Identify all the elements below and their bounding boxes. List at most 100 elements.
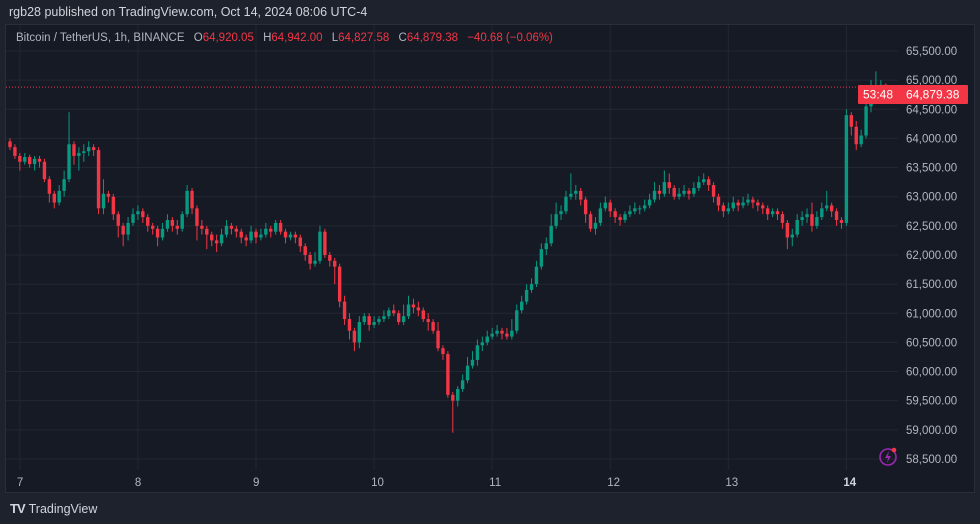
candle	[859, 129, 863, 148]
candle-body	[150, 225, 155, 229]
candle	[470, 351, 475, 369]
candle-body	[446, 354, 450, 395]
candle	[91, 144, 96, 156]
candle	[682, 185, 686, 197]
chart-panel[interactable]	[5, 24, 975, 493]
candle-body	[13, 147, 17, 156]
candle-body	[647, 199, 652, 206]
candle-body	[362, 316, 366, 323]
candle	[273, 220, 278, 235]
tradingview-logo-icon[interactable]: TV	[10, 501, 26, 516]
candle-body	[249, 231, 253, 241]
candle-body	[377, 319, 381, 323]
candle	[770, 208, 775, 218]
candle-body	[96, 150, 101, 209]
candle	[259, 228, 263, 241]
candle	[205, 225, 209, 250]
time-tick-label: 10	[371, 477, 384, 489]
candle-body	[308, 254, 312, 264]
candle	[761, 202, 765, 215]
candle-body	[721, 205, 726, 212]
candle-body	[27, 157, 32, 165]
candle-body	[588, 214, 593, 229]
candle	[436, 322, 440, 352]
candle	[815, 211, 819, 229]
candle-body	[101, 193, 106, 209]
candle	[647, 193, 652, 209]
brand-name[interactable]: TradingView	[28, 501, 98, 516]
candle-body	[593, 222, 598, 229]
candle-body	[347, 319, 352, 331]
candle	[465, 356, 470, 384]
change-value: −40.68 (−0.06%)	[467, 32, 553, 44]
candle	[283, 228, 288, 244]
price-tick-label: 59,500.00	[906, 396, 957, 408]
candle-body	[146, 217, 150, 226]
candle-body	[165, 220, 170, 229]
candle-body	[716, 196, 721, 206]
candle	[77, 147, 81, 171]
lightning-icon[interactable]	[879, 447, 897, 466]
price-tick-label: 63,500.00	[906, 163, 957, 175]
candle	[150, 222, 155, 235]
low-label: L	[331, 32, 339, 44]
candle	[57, 185, 61, 206]
candle-body	[505, 333, 509, 337]
price-tick-label: 58,500.00	[906, 454, 957, 466]
candle	[446, 351, 450, 398]
candle-body	[470, 359, 475, 366]
candle-body	[642, 205, 647, 209]
candle	[170, 217, 175, 232]
candle-body	[396, 313, 401, 323]
candle	[101, 179, 106, 215]
candle-body	[524, 289, 529, 302]
candle-body	[62, 179, 66, 191]
candle	[303, 243, 307, 261]
candle-body	[697, 182, 701, 188]
candle-body	[500, 330, 504, 334]
candle-body	[91, 147, 96, 151]
candle	[313, 252, 317, 267]
candle	[834, 208, 839, 226]
candle-body	[549, 225, 553, 244]
candle-body	[839, 220, 844, 223]
candle-body	[564, 196, 568, 212]
candle	[234, 225, 239, 238]
candle-body	[859, 135, 863, 145]
candle-body	[190, 190, 194, 209]
candle-body	[834, 211, 839, 221]
candle-body	[667, 182, 671, 188]
candle-body	[775, 211, 780, 215]
candle	[431, 319, 435, 334]
candle	[775, 208, 780, 221]
candle	[121, 222, 125, 247]
candle-body	[72, 144, 76, 156]
candle	[347, 313, 352, 340]
candle-body	[87, 147, 91, 152]
candle	[426, 313, 430, 331]
candle	[318, 225, 322, 264]
candle	[249, 225, 253, 244]
time-tick-label: 12	[607, 477, 620, 489]
candle-body	[770, 211, 775, 215]
candle-body	[825, 205, 829, 209]
candle-body	[677, 193, 681, 197]
candle	[574, 185, 578, 200]
candle	[229, 222, 234, 235]
candle	[195, 205, 199, 241]
candle	[382, 310, 386, 323]
candle-body	[583, 199, 588, 215]
candle	[726, 202, 731, 215]
candle	[475, 339, 480, 366]
candle	[628, 205, 632, 218]
low-value: 64,827.58	[338, 32, 390, 44]
candle	[372, 316, 376, 328]
candle-body	[731, 202, 735, 209]
candle-body	[569, 193, 573, 197]
candle	[687, 187, 691, 200]
candle	[67, 112, 71, 183]
candle-body	[421, 310, 425, 320]
candle-body	[864, 106, 868, 136]
symbol-title[interactable]: Bitcoin / TetherUS, 1h, BINANCE	[16, 32, 185, 44]
